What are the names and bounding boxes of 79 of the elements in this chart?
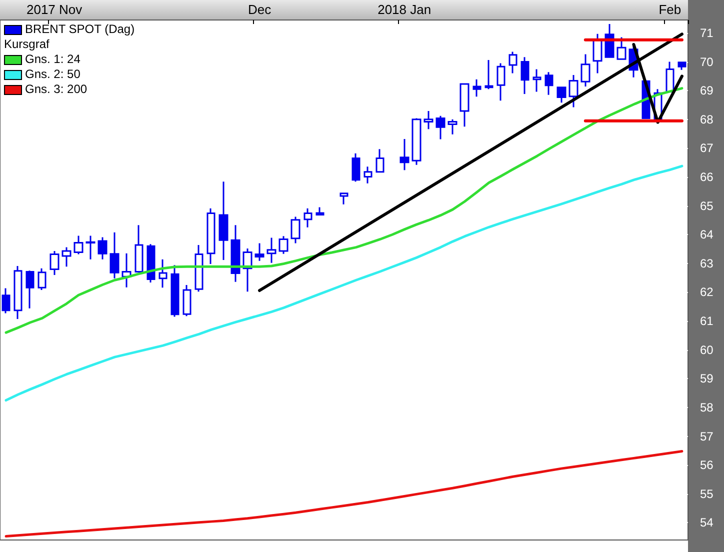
candlestick — [182, 284, 192, 317]
candlestick — [38, 268, 46, 291]
candlestick — [122, 252, 132, 288]
candlestick — [86, 235, 96, 260]
candlestick — [460, 82, 470, 128]
x-tick-label: 2018 Jan — [378, 2, 432, 17]
y-tick-label: 65 — [700, 198, 714, 213]
candlestick — [544, 71, 554, 96]
x-tick-label: Dec — [248, 2, 272, 17]
y-tick-label: 60 — [700, 342, 714, 357]
candlestick — [304, 208, 312, 228]
legend-label: Gns. 2: 50 — [25, 67, 80, 81]
candlestick — [230, 224, 240, 283]
candlestick — [448, 118, 458, 136]
candlestick — [146, 243, 156, 284]
candlestick — [194, 244, 204, 292]
candlestick — [290, 216, 300, 244]
y-tick-label: 70 — [700, 54, 714, 69]
candlestick — [278, 235, 288, 255]
y-tick-label: 58 — [700, 400, 714, 414]
candlestick — [14, 265, 22, 320]
y-tick-label: 62 — [700, 285, 714, 300]
y-tick-label: 54 — [700, 516, 714, 530]
y-tick-label: 59 — [700, 372, 714, 386]
candlestick — [496, 62, 506, 102]
candlestick — [254, 242, 264, 262]
candlestick — [170, 264, 180, 318]
y-tick-label: 67 — [700, 141, 714, 156]
legend-label: Gns. 1: 24 — [25, 52, 80, 66]
candlestick — [568, 74, 578, 108]
candlestick — [158, 258, 168, 288]
y-tick-label: 68 — [700, 112, 714, 126]
candlestick — [74, 235, 84, 255]
candlestick — [484, 59, 494, 90]
line-series — [4, 164, 684, 402]
candlestick — [352, 152, 360, 182]
candlestick — [400, 138, 410, 171]
y-tick-label: 55 — [700, 486, 714, 501]
y-tick-label: 69 — [700, 84, 714, 98]
candlestick — [376, 148, 384, 173]
y-tick-label: 64 — [700, 228, 714, 242]
candlestick — [580, 54, 590, 88]
x-tick-label: Feb — [658, 2, 682, 17]
candlestick — [340, 192, 348, 206]
candlestick — [62, 246, 72, 268]
candlestick — [678, 62, 686, 71]
candlestick — [364, 166, 372, 184]
candlestick — [508, 50, 518, 74]
candlestick — [412, 117, 422, 166]
y-tick-label: 61 — [700, 314, 714, 328]
y-tick-label: 57 — [700, 429, 714, 444]
candlestick — [436, 115, 446, 140]
candlestick — [666, 61, 674, 92]
candlestick — [110, 232, 120, 280]
candlestick — [556, 86, 566, 104]
candlestick — [50, 250, 60, 276]
y-tick-label: 71 — [700, 26, 714, 40]
candlestick — [218, 180, 228, 261]
candlestick — [26, 270, 34, 310]
candlestick — [134, 224, 144, 273]
y-tick-label: 63 — [700, 256, 714, 270]
candlestick — [98, 236, 108, 260]
candlestick — [520, 56, 530, 95]
x-tick-label: 2017 Nov — [26, 2, 83, 17]
candlestick — [424, 110, 434, 130]
y-tick-label: 66 — [700, 170, 714, 184]
legend-title: Kursgraf — [4, 37, 50, 52]
candlestick — [316, 206, 324, 216]
candlestick — [532, 68, 542, 92]
candlestick — [472, 78, 482, 98]
candlestick — [592, 33, 602, 74]
candlestick — [2, 287, 10, 314]
candlestick — [266, 237, 276, 264]
candlestick — [616, 36, 626, 60]
y-tick-label: 56 — [700, 458, 714, 472]
line-series — [4, 450, 684, 538]
legend-label: BRENT SPOT (Dag) — [25, 22, 135, 36]
candlestick — [206, 208, 216, 265]
legend-label: Gns. 3: 200 — [25, 82, 88, 96]
